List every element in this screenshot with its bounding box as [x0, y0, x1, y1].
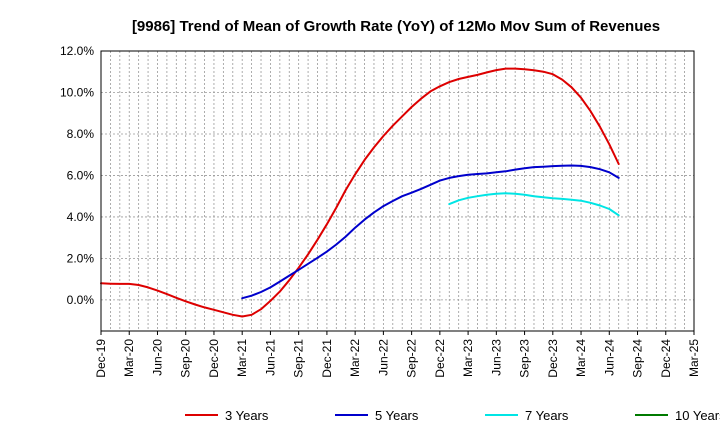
y-tick-label: 8.0%: [67, 127, 95, 141]
x-tick-label: Mar-21: [235, 339, 249, 377]
x-tick-label: Dec-20: [207, 339, 221, 378]
x-tick-label: Jun-24: [602, 339, 616, 376]
y-tick-label: 12.0%: [60, 44, 94, 58]
y-tick-label: 6.0%: [67, 168, 95, 182]
x-tick-label: Sep-23: [518, 339, 532, 378]
x-tick-label: Mar-24: [574, 339, 588, 377]
y-tick-label: 2.0%: [67, 251, 95, 265]
x-tick-label: Jun-23: [489, 339, 503, 376]
x-tick-label: Sep-22: [405, 339, 419, 378]
x-tick-label: Mar-20: [122, 339, 136, 377]
x-tick-label: Sep-21: [292, 339, 306, 378]
y-tick-label: 0.0%: [67, 293, 95, 307]
x-tick-label: Jun-21: [263, 339, 277, 376]
grid: [100, 50, 695, 331]
legend: 3 Years 5 Years 7 Years 10 Years: [185, 408, 720, 423]
x-tick-label: Dec-23: [546, 339, 560, 378]
series-line-3-years: [100, 67, 620, 318]
y-tick-label: 10.0%: [60, 85, 94, 99]
x-tick-label: Mar-23: [461, 339, 475, 377]
chart-title: [9986] Trend of Mean of Growth Rate (YoY…: [132, 18, 660, 35]
series-line-7-years: [448, 192, 620, 217]
x-tick-label: Mar-22: [348, 339, 362, 377]
x-tick-label: Sep-20: [179, 339, 193, 378]
plot-frame: [100, 50, 695, 332]
y-tick-label: 4.0%: [67, 210, 95, 224]
legend-label: 5 Years: [375, 408, 419, 423]
x-tick-label: Sep-24: [631, 339, 645, 378]
x-tick-label: Jun-22: [376, 339, 390, 376]
x-tick-label: Dec-21: [320, 339, 334, 378]
x-tick-label: Dec-24: [659, 339, 673, 378]
series-line-5-years: [241, 164, 620, 300]
legend-label: 7 Years: [525, 408, 569, 423]
legend-label: 3 Years: [225, 408, 269, 423]
y-axis-ticks: 0.0% 2.0% 4.0% 6.0% 8.0% 10.0% 12.0%: [60, 44, 94, 307]
series-lines: [100, 67, 620, 318]
x-tick-label: Mar-25: [687, 339, 701, 377]
x-tick-label: Dec-22: [433, 339, 447, 378]
x-tick-label: Dec-19: [94, 339, 108, 378]
x-tick-label: Jun-20: [150, 339, 164, 376]
legend-label: 10 Years: [675, 408, 720, 423]
x-axis-ticks: Dec-19 Mar-20 Jun-20 Sep-20 Dec-20 Mar-21 Jun-…: [94, 331, 701, 378]
